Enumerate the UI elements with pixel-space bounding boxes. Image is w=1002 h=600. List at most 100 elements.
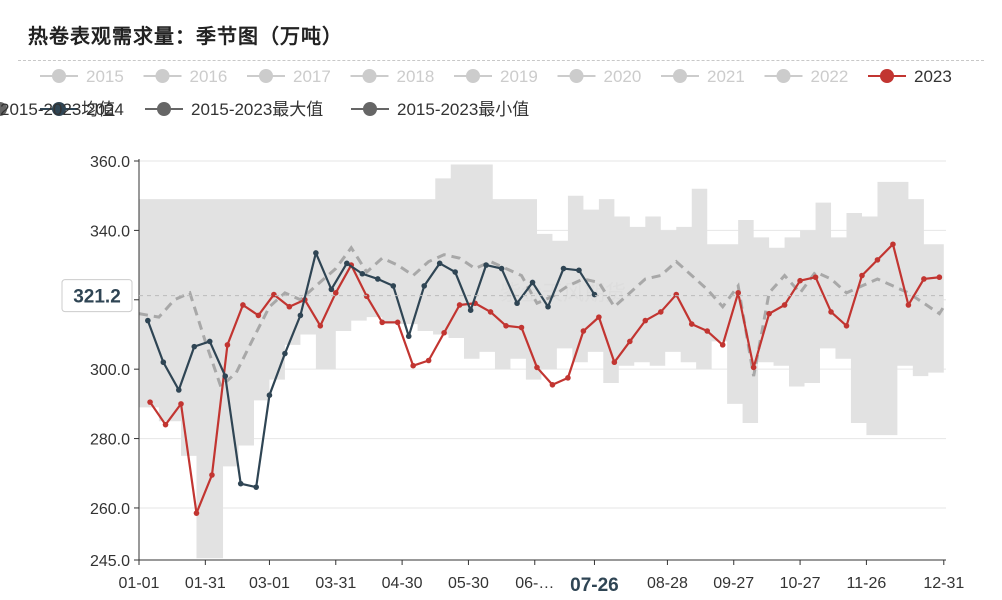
legend-item-2020[interactable]: 2020 <box>557 67 642 86</box>
y-tick-label: 245.0 <box>90 553 130 570</box>
point-2023 <box>781 302 788 308</box>
legend-item-2015[interactable]: 2015 <box>40 67 124 86</box>
point-2024 <box>374 276 381 282</box>
x-tick-label: 03-01 <box>249 575 290 592</box>
legend-marker <box>157 102 171 116</box>
legend-item-2015-2023-[interactable]: 2015-2023最小值 <box>351 100 529 119</box>
point-2023 <box>735 290 741 296</box>
point-2023 <box>363 293 370 300</box>
legend-label: 2015-2023均值 <box>0 100 115 119</box>
point-2023 <box>518 324 525 331</box>
point-2023 <box>271 291 277 298</box>
x-tick-label: 10-27 <box>780 575 821 592</box>
point-2024 <box>160 359 167 366</box>
point-2023 <box>580 328 587 334</box>
point-2024 <box>266 392 273 398</box>
point-2023 <box>503 323 509 329</box>
point-2023 <box>534 364 540 371</box>
x-tick-label: 11-26 <box>847 575 887 592</box>
legend-item-2015-2023-[interactable]: 2015-2023最大值 <box>145 100 323 119</box>
point-2023 <box>487 309 494 315</box>
point-2023 <box>147 399 153 405</box>
x-tick-label: 01-01 <box>119 575 160 592</box>
point-2024 <box>175 387 182 393</box>
legend-marker <box>466 69 480 83</box>
x-tick-label: 09-27 <box>713 575 754 592</box>
y-pointer-box <box>61 279 133 313</box>
point-2024 <box>282 350 288 357</box>
legend-item-2017[interactable]: 2017 <box>247 67 331 86</box>
legend-item-2015-2023-[interactable]: 2015-2023均值 <box>0 100 115 119</box>
legend-label: 2023 <box>914 67 952 86</box>
legend-label: 2020 <box>604 67 642 86</box>
point-2023 <box>750 364 757 371</box>
point-2024 <box>253 484 259 490</box>
legend-label: 2015-2023最小值 <box>397 100 529 119</box>
point-2023 <box>178 401 184 407</box>
point-2024 <box>222 373 229 379</box>
x-tick-label: 04-30 <box>382 575 423 592</box>
point-2024 <box>467 307 474 313</box>
legend-marker <box>569 69 584 83</box>
point-2023 <box>425 357 432 364</box>
point-2023 <box>255 312 262 319</box>
legend-label: 2016 <box>190 67 228 86</box>
watermark: 紫金天风期货 <box>500 282 626 305</box>
legend-label: 2018 <box>397 67 435 86</box>
x-tick-label: 03-31 <box>315 575 356 592</box>
point-2023 <box>719 342 726 348</box>
series-lines[interactable] <box>145 241 943 516</box>
legend-item-2022[interactable]: 2022 <box>764 67 849 86</box>
legend-item-2021[interactable]: 2021 <box>661 67 745 86</box>
legend-marker <box>362 69 377 83</box>
legend[interactable]: 2015 2016 2017 2018 2019 2020 2021 2022 2023 2024… <box>0 67 952 119</box>
y-tick-label: 340.0 <box>90 223 130 240</box>
point-2024 <box>390 283 397 289</box>
point-2024 <box>359 270 366 277</box>
point-2024 <box>436 260 443 267</box>
max-min-band <box>139 164 944 559</box>
legend-item-2024[interactable]: 2024 <box>40 100 124 119</box>
legend-label: 2019 <box>500 67 538 86</box>
point-2024 <box>297 312 304 319</box>
legend-item-2019[interactable]: 2019 <box>454 67 538 86</box>
legend-item-2023[interactable]: 2023 <box>868 67 952 86</box>
x-tick-label: 12-31 <box>923 575 964 592</box>
point-2024 <box>514 300 520 307</box>
point-2023 <box>410 362 416 369</box>
legend-label: 2024 <box>86 100 124 119</box>
legend-item-2016[interactable]: 2016 <box>143 67 228 86</box>
legend-label: 2022 <box>811 67 849 86</box>
point-2023 <box>627 338 633 345</box>
y-tick-label: 360.0 <box>90 154 130 171</box>
point-2023 <box>193 510 200 516</box>
point-2023 <box>596 314 602 320</box>
point-2024 <box>313 250 319 256</box>
x-pointer-label: 07-26 <box>570 575 619 596</box>
title-divider <box>18 60 984 61</box>
series-2023 <box>147 241 943 516</box>
x-tick-label: 08-28 <box>647 575 688 592</box>
point-2024 <box>498 265 505 272</box>
chart-title: 热卷表观需求量：季节图（万吨） <box>28 24 343 48</box>
point-2023 <box>317 323 324 329</box>
point-2023 <box>286 303 293 310</box>
point-2024 <box>560 265 567 272</box>
series-2024 <box>145 250 598 490</box>
legend-label: 2021 <box>707 67 745 86</box>
point-2023 <box>905 302 912 308</box>
point-2023 <box>224 342 231 348</box>
legend-marker <box>673 69 687 83</box>
point-2023 <box>874 257 881 263</box>
point-2023 <box>859 272 865 279</box>
point-2024 <box>591 291 598 298</box>
band-area-max-min <box>139 164 944 559</box>
point-2024 <box>483 262 489 268</box>
point-2024 <box>237 480 244 487</box>
legend-item-2018[interactable]: 2018 <box>350 67 435 86</box>
y-pointer-label: 321.2 <box>73 287 121 308</box>
y-tick-label: 260.0 <box>90 501 130 518</box>
point-2023 <box>209 472 215 478</box>
legend-marker <box>155 69 170 83</box>
